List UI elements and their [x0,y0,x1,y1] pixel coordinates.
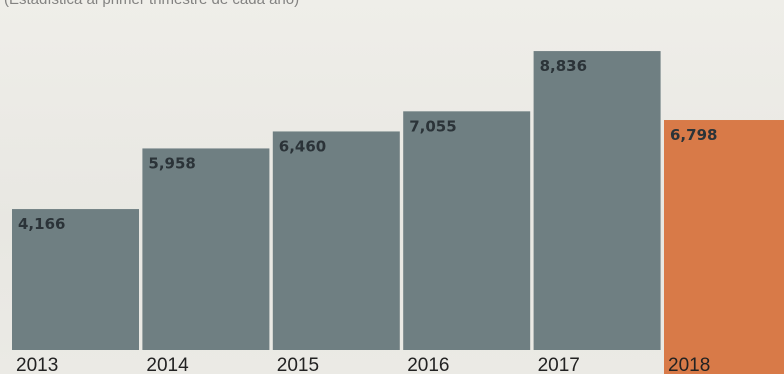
bar-2016 [403,111,531,350]
x-tick-label-2015: 2015 [277,355,319,374]
value-label-2015: 6,460 [279,137,326,155]
value-label-2014: 5,958 [148,154,195,172]
bar-2018 [664,120,784,374]
x-tick-label-2013: 2013 [16,355,58,374]
bar-2014 [142,148,270,350]
value-label-2013: 4,166 [18,215,65,233]
bar-2015 [272,131,400,350]
bar-2017 [533,51,661,350]
value-label-2018: 6,798 [670,126,717,144]
x-tick-label-2014: 2014 [146,355,189,374]
bar-2013 [12,209,139,350]
x-tick-label-2016: 2016 [407,355,449,374]
x-tick-label-2018: 2018 [668,355,710,374]
chart-subtitle: (Estadística al primer trimestre de cada… [4,0,299,8]
x-tick-label-2017: 2017 [538,355,580,374]
value-label-2016: 7,055 [409,117,456,135]
value-label-2017: 8,836 [540,57,587,75]
